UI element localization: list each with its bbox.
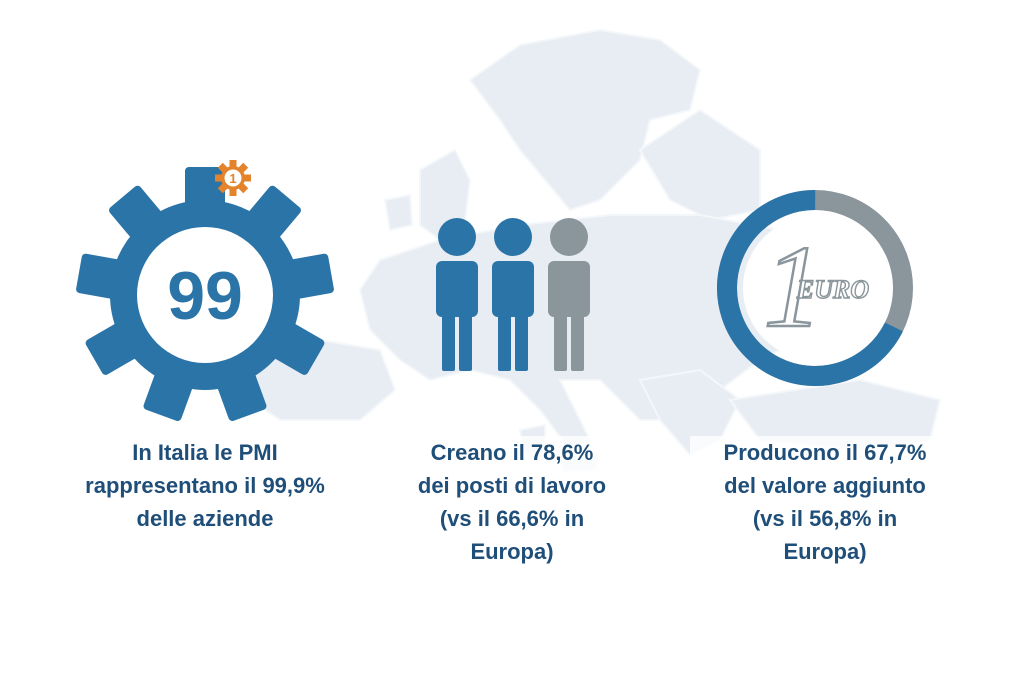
- caption-line: delle aziende: [136, 506, 274, 531]
- caption-line: Europa): [470, 539, 554, 564]
- caption-line: (vs il 66,6% in: [439, 506, 585, 531]
- caption-jobs: Creano il 78,6% dei posti di lavoro (vs …: [372, 436, 652, 568]
- caption-line: Europa): [783, 539, 867, 564]
- caption-value-added: Producono il 67,7% del valore aggiunto (…: [690, 436, 960, 568]
- person-icon: [436, 218, 478, 371]
- caption-line: Producono il 67,7%: [723, 440, 927, 465]
- gear-icon: 99 1: [76, 160, 334, 421]
- people-icon: [436, 218, 590, 371]
- badge-number: 1: [229, 171, 236, 186]
- caption-line: del valore aggiunto: [724, 473, 926, 498]
- caption-line: rappresentano il 99,9%: [85, 473, 325, 498]
- person-icon: [548, 218, 590, 371]
- euro-coin-icon: 1 EURO: [717, 190, 913, 386]
- caption-line: dei posti di lavoro: [417, 473, 607, 498]
- caption-sme-share: In Italia le PMI rappresentano il 99,9% …: [60, 436, 350, 535]
- rank-badge-icon: 1: [215, 160, 251, 196]
- caption-line: In Italia le PMI: [132, 440, 278, 465]
- caption-line: (vs il 56,8% in: [752, 506, 898, 531]
- coin-digit: 1: [764, 221, 823, 352]
- gear-number: 99: [167, 258, 243, 334]
- caption-line: Creano il 78,6%: [430, 440, 594, 465]
- coin-label: EURO: [796, 275, 869, 304]
- person-icon: [492, 218, 534, 371]
